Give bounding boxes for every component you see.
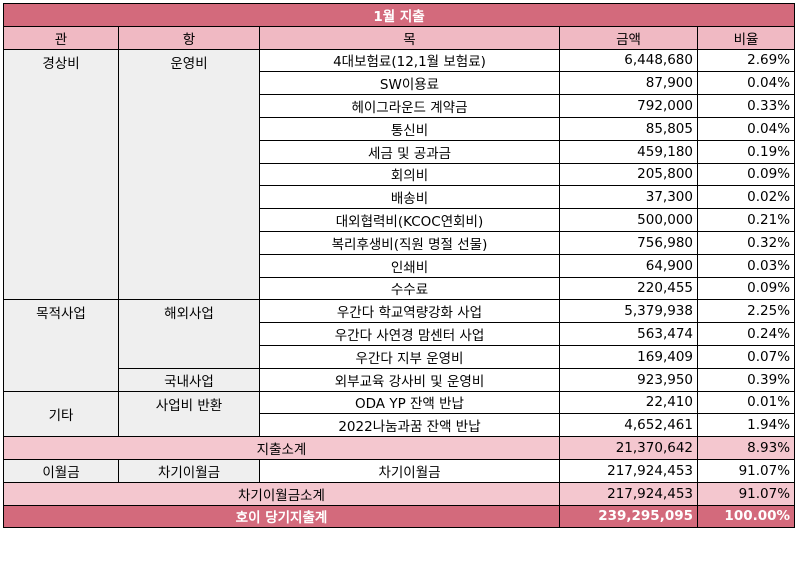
ratio-cell: 0.39% [696, 367, 796, 392]
mok-cell: SW이용료 [259, 71, 560, 96]
total-label: 호이 당기지출계 [3, 504, 560, 529]
amount-cell: 205,800 [559, 162, 698, 187]
ratio-cell: 0.33% [696, 94, 796, 118]
ratio-cell: 0.07% [696, 344, 796, 369]
total-ratio: 100.00% [696, 504, 796, 529]
carry-hang: 차기이월금 [118, 458, 260, 483]
ratio-cell: 2.69% [696, 48, 796, 73]
table-row: 목적사업 해외사업 우간다 학교역량강화 사업 5,379,938 2.25% [3, 299, 796, 392]
carry-row: 이월금 차기이월금 차기이월금 217,924,453 91.07% [3, 458, 796, 483]
table-row: 경상비 운영비 4대보험료(12,1월 보험료) 6,448,680 2.69% [3, 48, 796, 301]
amount-cell: 64,900 [559, 253, 698, 278]
table-row: 우간다 지부 운영비 169,409 0.07% [4, 344, 796, 369]
mok-cell: 배송비 [259, 185, 560, 210]
header-amount: 금액 [559, 25, 698, 50]
table-row: 인쇄비 64,900 0.03% [4, 253, 796, 278]
mok-cell: 세금 및 공과금 [259, 139, 560, 164]
ratio-cell: 0.03% [696, 253, 796, 278]
table-row: 배송비 37,300 0.02% [4, 185, 796, 210]
amount-cell: 22,410 [559, 390, 698, 415]
mok-cell: 인쇄비 [259, 253, 560, 278]
total-row: 호이 당기지출계 239,295,095 100.00% [3, 504, 796, 529]
carry-gwan: 이월금 [3, 458, 119, 483]
gwan-cell: 목적사업 [3, 299, 119, 392]
mok-cell: 대외협력비(KCOC연회비) [259, 208, 560, 232]
amount-cell: 5,379,938 [559, 299, 698, 324]
gwan-cell: 기타 [3, 390, 119, 438]
mok-cell: 복리후생비(직원 명절 선물) [259, 230, 560, 255]
carry-ratio: 91.07% [696, 458, 796, 483]
hang-cell: 해외사업 [118, 299, 260, 369]
ratio-cell: 0.09% [696, 162, 796, 187]
carry-subtotal-label: 차기이월금소계 [3, 481, 560, 506]
ratio-cell: 0.04% [696, 116, 796, 141]
header-hang: 항 [118, 25, 260, 50]
mok-cell: 우간다 학교역량강화 사업 [259, 299, 560, 324]
amount-cell: 220,455 [559, 276, 698, 301]
gwan-cell: 경상비 [3, 48, 119, 301]
mok-cell: 헤이그라운드 계약금 [259, 94, 560, 118]
table-row: 헤이그라운드 계약금 792,000 0.33% [4, 94, 796, 118]
subtotal-label: 지출소계 [3, 436, 560, 460]
ratio-cell: 0.19% [696, 139, 796, 164]
subtotal-amount: 21,370,642 [559, 436, 698, 460]
carry-amount: 217,924,453 [559, 458, 698, 483]
mok-cell: ODA YP 잔액 반납 [259, 390, 560, 415]
table-row: 기타 사업비 반환 ODA YP 잔액 반납 22,410 0.01% [3, 390, 796, 438]
header-row: 관 항 목 금액 비율 [3, 25, 796, 50]
header-mok: 목 [259, 25, 560, 50]
subtotal-row: 지출소계 21,370,642 8.93% [3, 436, 796, 460]
mok-cell: 외부교육 강사비 및 운영비 [259, 367, 560, 392]
amount-cell: 169,409 [559, 344, 698, 369]
hang-cell: 사업비 반환 [118, 390, 260, 438]
ratio-cell: 0.21% [696, 208, 796, 232]
ratio-cell: 0.24% [696, 322, 796, 346]
table-title: 1월 지출 [2, 3, 796, 27]
total-amount: 239,295,095 [559, 504, 698, 529]
ratio-cell: 1.94% [696, 413, 796, 438]
ratio-cell: 0.09% [696, 276, 796, 301]
ratio-cell: 0.02% [696, 185, 796, 210]
carry-subtotal-ratio: 91.07% [696, 481, 796, 506]
hang-cell: 국내사업 [118, 367, 260, 392]
table-row: 국내사업 외부교육 강사비 및 운영비 923,950 0.39% [4, 367, 796, 392]
amount-cell: 500,000 [559, 208, 698, 232]
carry-mok: 차기이월금 [259, 458, 560, 483]
mok-cell: 4대보험료(12,1월 보험료) [259, 48, 560, 73]
ratio-cell: 2.25% [696, 299, 796, 324]
table-row: 대외협력비(KCOC연회비) 500,000 0.21% [4, 208, 796, 232]
mok-cell: 우간다 지부 운영비 [259, 344, 560, 369]
amount-cell: 6,448,680 [559, 48, 698, 73]
amount-cell: 459,180 [559, 139, 698, 164]
table-row: 세금 및 공과금 459,180 0.19% [4, 139, 796, 164]
subtotal-ratio: 8.93% [696, 436, 796, 460]
ratio-cell: 0.01% [696, 390, 796, 415]
mok-cell: 회의비 [259, 162, 560, 187]
amount-cell: 756,980 [559, 230, 698, 255]
amount-cell: 792,000 [559, 94, 698, 118]
table-row: 2022나눔과꿈 잔액 반납 4,652,461 1.94% [4, 413, 796, 438]
mok-cell: 2022나눔과꿈 잔액 반납 [259, 413, 560, 438]
table-row: 복리후생비(직원 명절 선물) 756,980 0.32% [4, 230, 796, 255]
amount-cell: 87,900 [559, 71, 698, 96]
amount-cell: 563,474 [559, 322, 698, 346]
header-gwan: 관 [3, 25, 119, 50]
amount-cell: 4,652,461 [559, 413, 698, 438]
mok-cell: 수수료 [259, 276, 560, 301]
carry-subtotal-row: 차기이월금소계 217,924,453 91.07% [3, 481, 796, 506]
expense-table: 1월 지출 관 항 목 금액 비율 경상비 운영비 4대보험료(12,1월 보험… [2, 3, 796, 529]
mok-cell: 우간다 사연경 맘센터 사업 [259, 322, 560, 346]
title-row: 1월 지출 [2, 3, 796, 27]
hang-cell: 운영비 [118, 48, 260, 301]
carry-subtotal-amount: 217,924,453 [559, 481, 698, 506]
ratio-cell: 0.04% [696, 71, 796, 96]
amount-cell: 85,805 [559, 116, 698, 141]
ratio-cell: 0.32% [696, 230, 796, 255]
amount-cell: 923,950 [559, 367, 698, 392]
header-ratio: 비율 [696, 25, 796, 50]
mok-cell: 통신비 [259, 116, 560, 141]
amount-cell: 37,300 [559, 185, 698, 210]
table-row: 회의비 205,800 0.09% [4, 162, 796, 187]
